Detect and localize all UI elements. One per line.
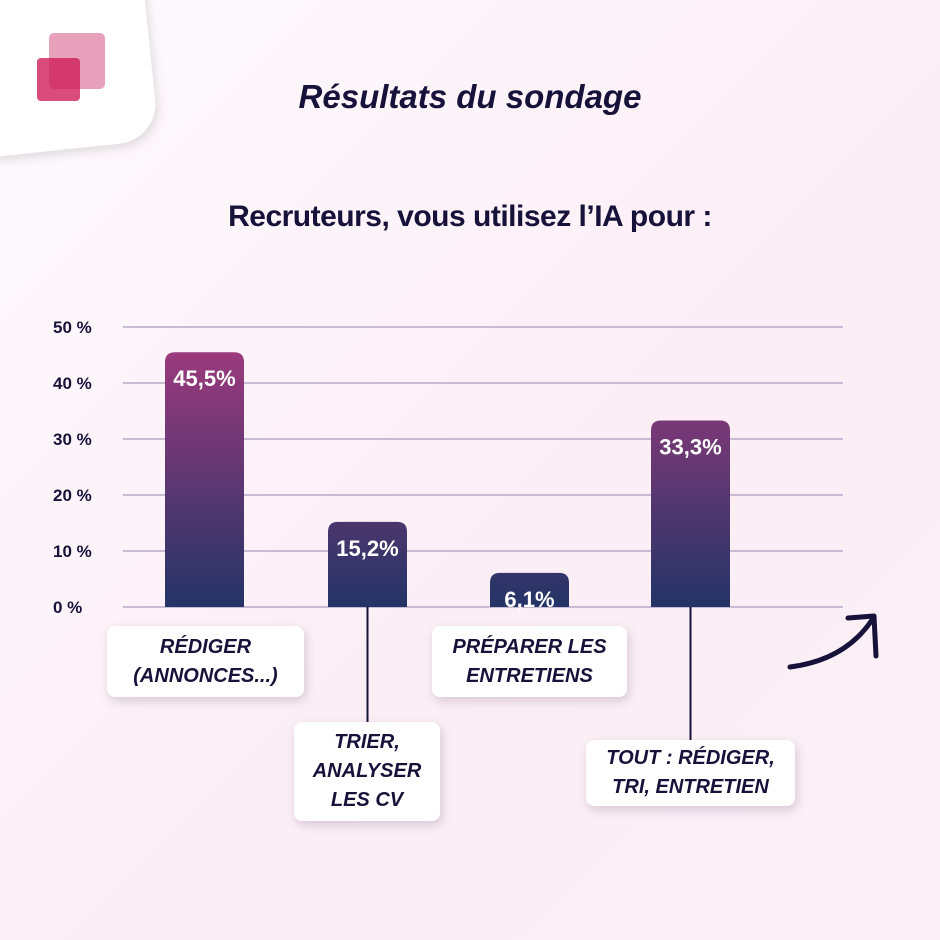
y-tick-label: 30 % — [53, 430, 92, 449]
y-tick-label: 40 % — [53, 374, 92, 393]
chart-title: Recruteurs, vous utilisez l’IA pour : — [228, 200, 712, 233]
category-label: PRÉPARER LES ENTRETIENS — [432, 626, 627, 697]
bar — [328, 521, 407, 607]
y-tick-label: 0 % — [53, 598, 82, 617]
category-label: TOUT : RÉDIGER, TRI, ENTRETIEN — [586, 740, 795, 806]
category-label: RÉDIGER (ANNONCES...) — [107, 626, 304, 697]
bar — [165, 352, 244, 607]
bar-value-label: 15,2% — [336, 536, 398, 561]
y-tick-label: 10 % — [53, 542, 92, 561]
bar — [490, 572, 569, 607]
bar-value-label: 6,1% — [504, 587, 554, 612]
page-title: Résultats du sondage — [298, 78, 642, 115]
category-label: TRIER, ANALYSER LES CV — [294, 722, 440, 821]
bar-value-label: 33,3% — [659, 435, 721, 460]
logo-square-front — [37, 58, 80, 101]
trend-arrow-icon — [787, 613, 879, 670]
y-tick-label: 20 % — [53, 486, 92, 505]
bar — [651, 420, 730, 607]
bar-value-label: 45,5% — [173, 366, 235, 391]
y-tick-label: 50 % — [53, 318, 92, 337]
